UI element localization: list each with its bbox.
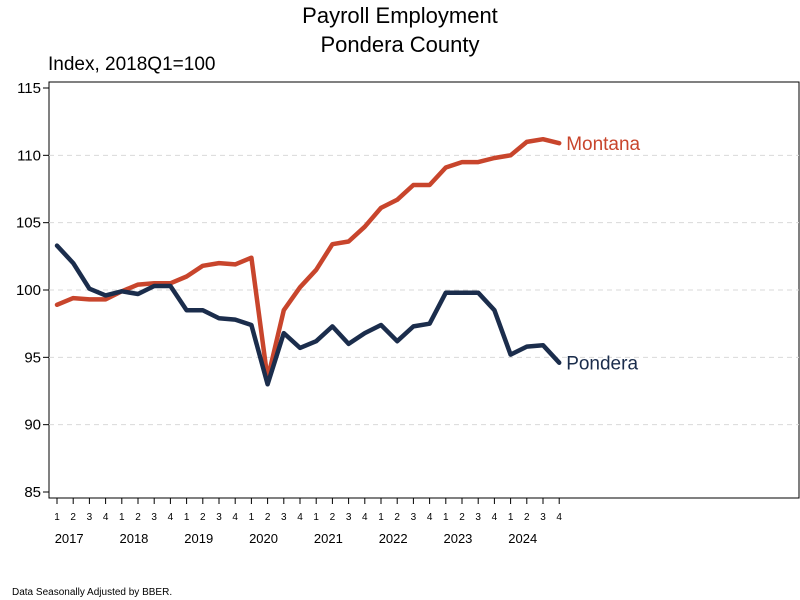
x-tick-label: 4 xyxy=(168,512,174,523)
x-tick-label: 1 xyxy=(508,512,514,523)
x-tick-label: 2 xyxy=(135,512,141,523)
y-tick-label: 90 xyxy=(24,417,41,434)
x-tick-label: 1 xyxy=(313,512,319,523)
series-label-montana: Montana xyxy=(566,134,640,155)
chart-title-line2: Pondera County xyxy=(321,32,480,57)
y-tick-label: 85 xyxy=(24,484,41,501)
x-tick-label: 3 xyxy=(151,512,157,523)
series-line-pondera xyxy=(54,243,562,387)
x-tick-label: 1 xyxy=(378,512,384,523)
series-label-pondera: Pondera xyxy=(566,354,638,375)
y-tick-label: 100 xyxy=(16,282,41,299)
x-tick-label: 3 xyxy=(540,512,546,523)
x-tick-label: 2 xyxy=(330,512,336,523)
x-tick-label: 2 xyxy=(524,512,530,523)
x-tick-label: 2 xyxy=(459,512,465,523)
y-tick-label: 95 xyxy=(24,349,41,366)
x-tick-label: 3 xyxy=(216,512,222,523)
x-tick-label: 3 xyxy=(475,512,481,523)
chart-title-line1: Payroll Employment xyxy=(302,3,498,28)
x-tick-label: 2 xyxy=(200,512,206,523)
x-tick-label: 2 xyxy=(394,512,400,523)
x-tick-label: 4 xyxy=(232,512,238,523)
y-axis: 85 90 95 100 105 110 115 xyxy=(16,80,49,501)
x-tick-label: 4 xyxy=(492,512,498,523)
x-tick-label: 4 xyxy=(103,512,109,523)
gridlines xyxy=(49,154,799,426)
x-tick-label: 1 xyxy=(54,512,60,523)
y-tick-label: 105 xyxy=(16,215,41,232)
x-year-label: 2022 xyxy=(379,531,408,546)
x-tick-label: 4 xyxy=(362,512,368,523)
footnote: Data Seasonally Adjusted by BBER. xyxy=(12,587,172,598)
x-tick-label: 2 xyxy=(70,512,76,523)
x-tick-label: 3 xyxy=(411,512,417,523)
x-tick-label: 1 xyxy=(119,512,125,523)
x-year-label: 2017 xyxy=(55,531,84,546)
x-year-label: 2023 xyxy=(443,531,472,546)
x-year-label: 2019 xyxy=(184,531,213,546)
x-tick-label: 3 xyxy=(87,512,93,523)
x-tick-label: 2 xyxy=(265,512,271,523)
x-tick-label: 1 xyxy=(249,512,255,523)
x-tick-label: 4 xyxy=(427,512,433,523)
y-tick-label: 115 xyxy=(17,80,41,97)
x-tick-label: 1 xyxy=(443,512,449,523)
y-tick-label: 110 xyxy=(17,147,41,164)
x-year-label: 2021 xyxy=(314,531,343,546)
x-tick-label: 3 xyxy=(346,512,352,523)
x-year-label: 2024 xyxy=(508,531,537,546)
x-year-label: 2020 xyxy=(249,531,278,546)
series-lines xyxy=(54,136,562,387)
x-tick-label: 1 xyxy=(184,512,190,523)
series-labels: Montana Pondera xyxy=(566,134,640,375)
x-tick-label: 4 xyxy=(297,512,303,523)
x-tick-label: 3 xyxy=(281,512,287,523)
y-axis-label: Index, 2018Q1=100 xyxy=(48,54,215,75)
x-tick-label: 4 xyxy=(556,512,562,523)
x-year-label: 2018 xyxy=(119,531,148,546)
series-line-montana xyxy=(54,136,562,382)
